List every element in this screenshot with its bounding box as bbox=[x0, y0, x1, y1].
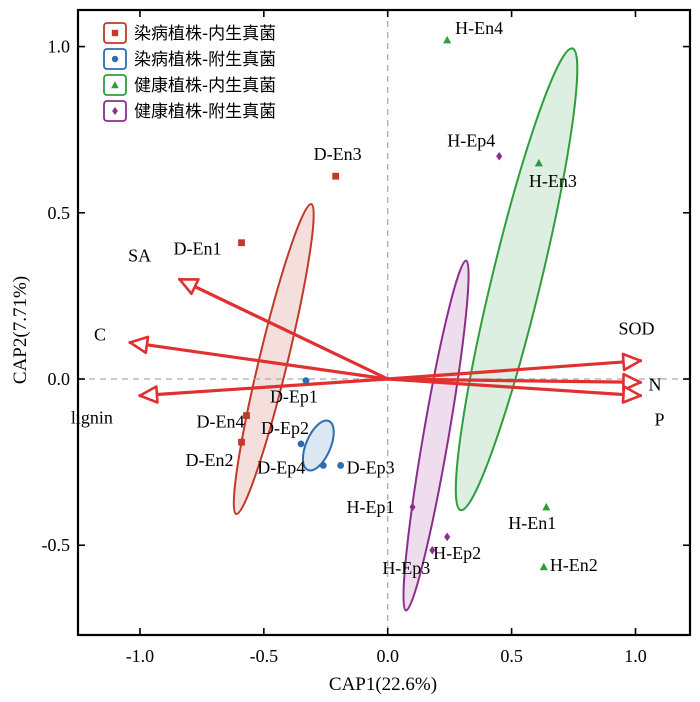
vector-arrowhead-sod bbox=[621, 352, 642, 372]
ellipse-triangle bbox=[454, 47, 579, 512]
point-label-d-ep2: D-Ep2 bbox=[261, 418, 309, 438]
ellipse-circle bbox=[301, 419, 335, 472]
x-tick-label: -1.0 bbox=[126, 646, 155, 666]
vector-sod bbox=[386, 359, 643, 381]
legend-label: 健康植株-内生真菌 bbox=[134, 76, 276, 96]
point-label-d-en1: D-En1 bbox=[174, 239, 222, 259]
point-label-d-en4: D-En4 bbox=[196, 412, 244, 432]
point-d-ep2 bbox=[297, 440, 305, 448]
point-d-en2 bbox=[238, 438, 245, 446]
point-h-ep4 bbox=[496, 152, 503, 161]
legend-marker bbox=[111, 55, 119, 63]
point-h-en1 bbox=[542, 502, 551, 511]
group-ellipses bbox=[232, 47, 579, 612]
point-label-d-ep4: D-Ep4 bbox=[257, 457, 305, 477]
x-axis-title: CAP1(22.6%) bbox=[329, 674, 437, 695]
point-d-en1 bbox=[238, 239, 245, 247]
y-axis-title: CAP2(7.71%) bbox=[10, 276, 31, 384]
point-h-ep1 bbox=[409, 502, 416, 512]
ellipse-square bbox=[232, 203, 315, 516]
point-d-en4 bbox=[243, 412, 250, 419]
legend-label: 染病植株-内生真菌 bbox=[134, 24, 276, 44]
point-label-h-ep3: H-Ep3 bbox=[382, 558, 430, 578]
point-label-h-ep1: H-Ep1 bbox=[346, 497, 394, 517]
point-label-h-en2: H-En2 bbox=[550, 555, 598, 575]
vector-lignin bbox=[138, 377, 390, 398]
vector-c bbox=[128, 340, 390, 381]
y-tick-label: 1.0 bbox=[48, 37, 71, 57]
vector-label-sod: SOD bbox=[618, 319, 654, 339]
point-d-ep1 bbox=[302, 377, 310, 385]
point-h-ep3 bbox=[429, 545, 436, 555]
y-tick-label: 0.0 bbox=[48, 369, 71, 389]
plot-border bbox=[76, 8, 692, 637]
reference-lines bbox=[78, 10, 690, 635]
legend-label: 染病植株-附生真菌 bbox=[134, 50, 276, 70]
sample-points: D-En1 D-En2 D-En3 D-En4 D-Ep1 D-Ep2 D-Ep3 D-Ep4… bbox=[174, 18, 598, 578]
vector-arrowhead-sa bbox=[178, 277, 200, 296]
plot-frame bbox=[76, 8, 692, 637]
point-label-h-ep4: H-Ep4 bbox=[447, 130, 495, 150]
x-tick-label: -0.5 bbox=[250, 646, 279, 666]
point-h-en4 bbox=[443, 35, 452, 44]
legend-marker bbox=[111, 81, 119, 89]
legend-marker bbox=[112, 107, 118, 115]
y-tick-label: -0.5 bbox=[42, 535, 71, 555]
legend-marker bbox=[111, 29, 119, 37]
point-label-d-en3: D-En3 bbox=[314, 144, 362, 164]
point-label-d-ep1: D-Ep1 bbox=[270, 387, 318, 407]
vector-arrowhead-p bbox=[621, 385, 642, 404]
vector-arrowhead-lignin bbox=[138, 385, 159, 404]
vector-sa bbox=[177, 277, 390, 381]
point-d-ep4 bbox=[319, 462, 327, 469]
vector-n bbox=[386, 377, 643, 384]
point-label-d-en2: D-En2 bbox=[186, 450, 234, 470]
vector-label-sa: SA bbox=[128, 245, 151, 265]
x-tick-label: 0.5 bbox=[500, 646, 523, 666]
point-h-ep2 bbox=[444, 532, 451, 542]
axis-ticks: -1.0 -0.5 0.0 0.5 1.0 -0.5 0.0 0.5 1.0 bbox=[42, 10, 690, 666]
x-tick-label: 0.0 bbox=[376, 646, 399, 666]
point-d-ep3 bbox=[337, 462, 345, 469]
vector-arrowhead-c bbox=[128, 335, 150, 355]
ellipse-diamond bbox=[402, 259, 470, 612]
legend-label: 健康植株-附生真菌 bbox=[134, 102, 276, 122]
point-d-en3 bbox=[332, 172, 340, 180]
point-label-h-en3: H-En3 bbox=[529, 171, 577, 191]
point-label-h-en1: H-En1 bbox=[508, 513, 556, 533]
point-label-d-ep3: D-Ep3 bbox=[347, 457, 395, 477]
vector-label-c: C bbox=[94, 324, 106, 344]
point-h-en3 bbox=[534, 158, 543, 167]
point-h-en2 bbox=[539, 562, 548, 571]
vector-label-p: P bbox=[654, 410, 664, 430]
vector-label-lignin: lignin bbox=[71, 408, 113, 428]
x-tick-label: 1.0 bbox=[624, 646, 647, 666]
vector-p bbox=[386, 377, 643, 398]
vector-arrowhead-n bbox=[622, 372, 642, 392]
point-label-h-ep2: H-Ep2 bbox=[433, 543, 481, 563]
vector-label-n: N bbox=[648, 374, 661, 394]
y-tick-label: 0.5 bbox=[48, 203, 71, 223]
point-label-h-en4: H-En4 bbox=[455, 18, 503, 38]
